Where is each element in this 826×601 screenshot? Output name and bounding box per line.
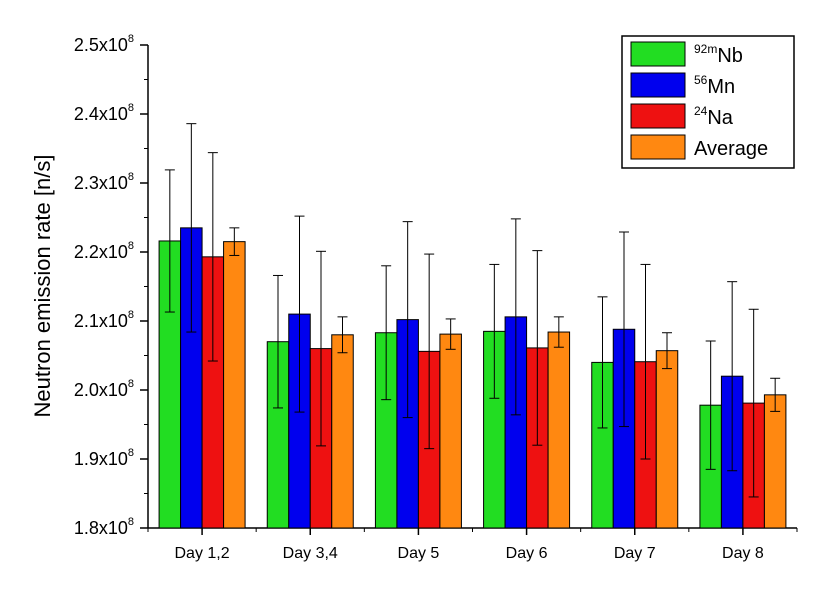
legend-label: Average xyxy=(694,138,768,160)
bar-average xyxy=(331,334,354,529)
x-tick-label: Day 3,4 xyxy=(283,545,338,562)
y-tick-label: 2.4x108 xyxy=(74,102,134,124)
bar-average xyxy=(439,333,462,529)
bar-average xyxy=(655,350,679,529)
y-tick-label: 2.3x108 xyxy=(74,171,134,193)
legend: 92mNb 56Mn 24Na Average xyxy=(621,35,795,169)
legend-swatch xyxy=(630,72,686,98)
legend-swatch xyxy=(630,134,686,160)
bar-average xyxy=(223,241,246,529)
y-axis: 1.8x108 1.9x108 2.0x108 2.1x108 2.2x108 2.3x1… xyxy=(74,33,149,538)
y-tick-label: 1.8x108 xyxy=(74,516,134,538)
legend-label: 92mNb xyxy=(694,42,743,67)
x-tick-label: Day 7 xyxy=(614,545,656,562)
x-tick-label: Day 8 xyxy=(722,545,764,562)
legend-label: 24Na xyxy=(694,104,734,129)
bars-group xyxy=(158,227,787,529)
x-axis: Day 1,2 Day 3,4 Day 5 Day 6 Day 7 Day 8 xyxy=(147,527,798,562)
error-bars-group xyxy=(164,123,781,498)
legend-swatch xyxy=(630,41,686,67)
y-tick-label: 2.1x108 xyxy=(74,309,134,331)
y-tick-label: 2.0x108 xyxy=(74,378,134,400)
x-tick-label: Day 6 xyxy=(506,545,548,562)
y-axis-title: Neutron emission rate [n/s] xyxy=(30,155,55,418)
x-tick-label: Day 1,2 xyxy=(175,545,230,562)
bar-average xyxy=(763,394,787,529)
y-tick-label: 2.2x108 xyxy=(74,240,134,262)
legend-label: 56Mn xyxy=(694,73,735,98)
legend-swatch xyxy=(630,103,686,129)
bar-average xyxy=(547,331,571,529)
y-tick-label: 2.5x108 xyxy=(74,33,134,55)
x-tick-label: Day 5 xyxy=(398,545,440,562)
y-tick-label: 1.9x108 xyxy=(74,447,134,469)
